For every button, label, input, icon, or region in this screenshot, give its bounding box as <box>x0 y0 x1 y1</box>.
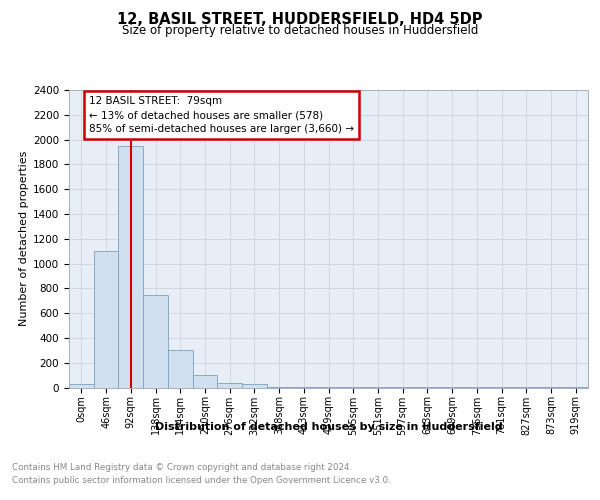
Bar <box>316 387 341 388</box>
Text: Distribution of detached houses by size in Huddersfield: Distribution of detached houses by size … <box>155 422 503 432</box>
Bar <box>69 384 94 388</box>
Bar <box>292 387 316 388</box>
Text: 12, BASIL STREET, HUDDERSFIELD, HD4 5DP: 12, BASIL STREET, HUDDERSFIELD, HD4 5DP <box>117 12 483 28</box>
Bar <box>143 294 168 388</box>
Bar <box>193 375 217 388</box>
Text: 12 BASIL STREET:  79sqm
← 13% of detached houses are smaller (578)
85% of semi-d: 12 BASIL STREET: 79sqm ← 13% of detached… <box>89 96 354 134</box>
Text: Contains public sector information licensed under the Open Government Licence v3: Contains public sector information licen… <box>12 476 391 485</box>
Bar <box>94 251 118 388</box>
Bar <box>168 350 193 388</box>
Y-axis label: Number of detached properties: Number of detached properties <box>19 151 29 326</box>
Text: Contains HM Land Registry data © Crown copyright and database right 2024.: Contains HM Land Registry data © Crown c… <box>12 462 352 471</box>
Bar <box>217 382 242 388</box>
Bar <box>267 387 292 388</box>
Bar <box>341 387 365 388</box>
Bar <box>242 384 267 388</box>
Text: Size of property relative to detached houses in Huddersfield: Size of property relative to detached ho… <box>122 24 478 37</box>
Bar <box>118 146 143 388</box>
